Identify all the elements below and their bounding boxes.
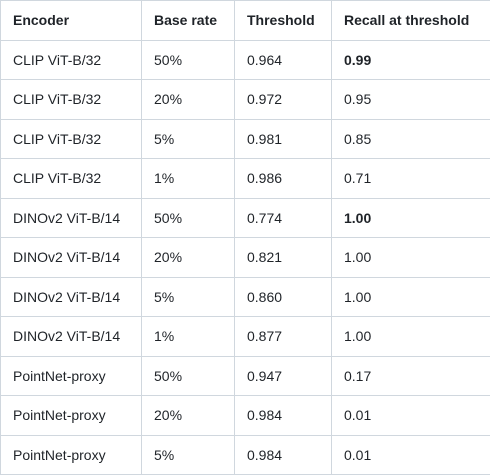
table-cell: 0.71 — [331, 158, 490, 199]
header-cell: Recall at threshold — [331, 0, 490, 41]
table-cell: 0.981 — [234, 118, 332, 159]
header-cell: Encoder — [0, 0, 142, 41]
header-row: Encoder Base rate Threshold Recall at thres… — [0, 0, 490, 41]
table-cell: 0.984 — [234, 395, 332, 436]
table-cell: 50% — [141, 39, 235, 80]
table-cell: PointNet-proxy — [0, 355, 142, 396]
table-row: PointNet-proxy 5% 0.984 0.01 — [0, 434, 490, 475]
table-cell: 0.877 — [234, 316, 332, 357]
table-cell: 1.00 — [331, 276, 490, 317]
table-cell: 20% — [141, 395, 235, 436]
table-cell: 1.00 — [331, 237, 490, 278]
table-cell: 20% — [141, 79, 235, 120]
table-cell: 5% — [141, 434, 235, 475]
table-body: CLIP ViT-B/32 50% 0.964 0.99 CLIP ViT-B/32 20… — [0, 39, 490, 475]
header-cell: Threshold — [234, 0, 332, 41]
table-cell: 0.17 — [331, 355, 490, 396]
table-row: CLIP ViT-B/32 5% 0.981 0.85 — [0, 118, 490, 159]
table-cell: CLIP ViT-B/32 — [0, 79, 142, 120]
table-cell: 0.01 — [331, 434, 490, 475]
table-cell: 0.964 — [234, 39, 332, 80]
table-cell: 50% — [141, 197, 235, 238]
table-row: PointNet-proxy 50% 0.947 0.17 — [0, 355, 490, 396]
table-cell: DINOv2 ViT-B/14 — [0, 276, 142, 317]
table-cell: 5% — [141, 276, 235, 317]
table-cell: 0.986 — [234, 158, 332, 199]
table-row: DINOv2 ViT-B/14 5% 0.860 1.00 — [0, 276, 490, 317]
table-cell: 1.00 — [331, 197, 490, 238]
table-row: DINOv2 ViT-B/14 20% 0.821 1.00 — [0, 237, 490, 278]
table-cell: 0.821 — [234, 237, 332, 278]
table-cell: CLIP ViT-B/32 — [0, 39, 142, 80]
table-row: DINOv2 ViT-B/14 50% 0.774 1.00 — [0, 197, 490, 238]
table-row: DINOv2 ViT-B/14 1% 0.877 1.00 — [0, 316, 490, 357]
table-cell: 0.947 — [234, 355, 332, 396]
table-cell: 0.984 — [234, 434, 332, 475]
table-cell: DINOv2 ViT-B/14 — [0, 316, 142, 357]
table-cell: DINOv2 ViT-B/14 — [0, 197, 142, 238]
header-cell: Base rate — [141, 0, 235, 41]
table-cell: 0.972 — [234, 79, 332, 120]
table-cell: PointNet-proxy — [0, 395, 142, 436]
table-cell: 1.00 — [331, 316, 490, 357]
table-cell: CLIP ViT-B/32 — [0, 158, 142, 199]
table-cell: 0.01 — [331, 395, 490, 436]
table-row: CLIP ViT-B/32 50% 0.964 0.99 — [0, 39, 490, 80]
table-cell: 1% — [141, 316, 235, 357]
table-cell: CLIP ViT-B/32 — [0, 118, 142, 159]
table-cell: PointNet-proxy — [0, 434, 142, 475]
table-cell: 1% — [141, 158, 235, 199]
table-cell: 20% — [141, 237, 235, 278]
table-row: CLIP ViT-B/32 20% 0.972 0.95 — [0, 79, 490, 120]
table-cell: 0.99 — [331, 39, 490, 80]
table-cell: 0.85 — [331, 118, 490, 159]
table-cell: 0.95 — [331, 79, 490, 120]
table-row: CLIP ViT-B/32 1% 0.986 0.71 — [0, 158, 490, 199]
table-cell: 50% — [141, 355, 235, 396]
table-cell: 0.774 — [234, 197, 332, 238]
table-cell: 0.860 — [234, 276, 332, 317]
table-cell: DINOv2 ViT-B/14 — [0, 237, 142, 278]
table-header: Encoder Base rate Threshold Recall at thres… — [0, 0, 490, 41]
table-row: PointNet-proxy 20% 0.984 0.01 — [0, 395, 490, 436]
table-cell: 5% — [141, 118, 235, 159]
